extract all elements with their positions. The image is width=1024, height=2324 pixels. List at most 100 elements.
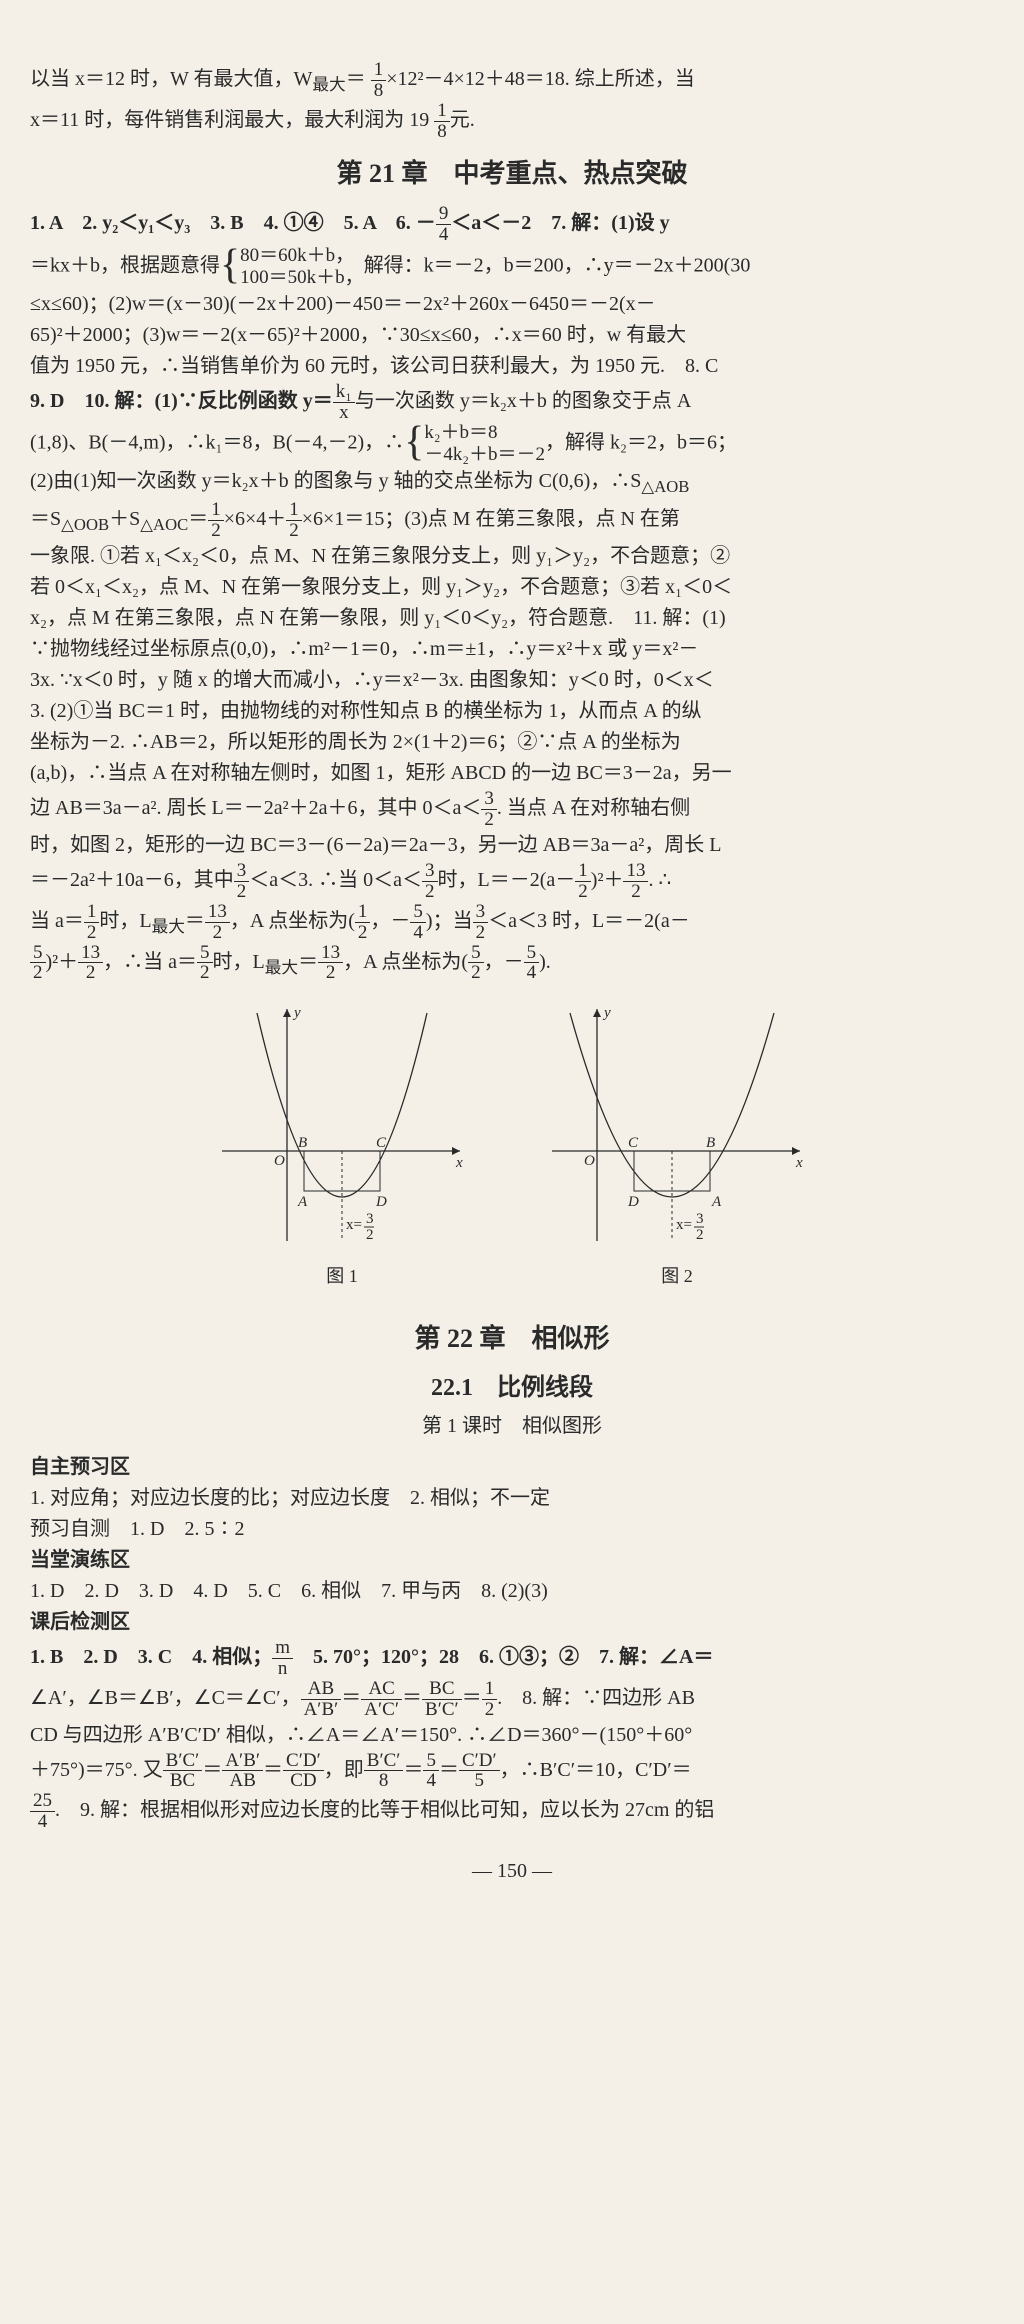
text-line: 值为 1950 元，∴当销售单价为 60 元时，该公司日获利最大，为 1950 … [30,351,994,382]
text: 与一次函数 y＝k₂x＋b 的图象交于点 A [355,390,691,412]
text: ，－ [484,951,524,973]
text: ，∴B′C′＝10，C′D′＝ [500,1759,692,1781]
fraction: 18 [434,101,450,142]
figure-2: O x y C B D A x= 3 2 图 2 [542,1001,812,1291]
text-line: 52)²＋132，∴当 a＝52时，L最大＝132，A 点坐标为(52，－54)… [30,943,994,984]
figure-1-caption: 图 1 [212,1263,472,1291]
text: 元. [450,109,475,131]
fraction: 12 [286,500,302,541]
text-line: CD 与四边形 A′B′C′D′ 相似，∴∠A＝∠A′＝150°. ∴∠D＝36… [30,1720,994,1751]
text: ＝ [185,910,205,932]
text: . 8. 解：∵四边形 AB​ [497,1687,695,1709]
fraction: ACA′C′ [361,1679,402,1720]
x-axis-label: x [455,1155,463,1171]
fraction: A′B′AB [222,1751,263,1792]
text-line: ＋75°)＝75°. 又B′C′BC＝A′B′AB＝C′D′CD，即B′C′8＝… [30,1751,994,1792]
text: ＋S [109,508,140,530]
text: ，A 点坐标为( [230,910,355,932]
svg-text:x=: x= [676,1217,692,1233]
text-line: 3. (2)①当 BC＝1 时，由抛物线的对称性知点 B 的横坐标为 1，从而点… [30,696,994,727]
svg-text:3: 3 [366,1211,374,1227]
fraction: 54 [524,943,540,984]
parabola-diagram-2: O x y C B D A x= 3 2 [542,1001,812,1251]
text: ＜a＜3 时，L＝－2(a－ [488,910,690,932]
svg-text:2: 2 [696,1227,704,1243]
text: 1. A 2. y₂＜y₁＜y₃ 3. B 4. ①④ 5. A 6. － [30,212,436,234]
text: (1,8)、B(－4,m)，∴k₁＝8，B(－4,－2)，∴ [30,432,404,454]
text: . 当点 A 在对称轴右侧 [497,797,690,819]
fraction: C′D′CD [283,1751,324,1792]
text: ，解得 k₂＝2，b＝6； [545,432,737,454]
text: ×12²－4×12＋48＝18. 综上所述，当 [386,68,695,90]
text-line: 9. D 10. 解：(1)∵反比例函数 y＝k₁x与一次函数 y＝k₂x＋b … [30,382,994,423]
text: )²＋ [591,869,624,891]
text: ＜a＜－2 7. 解：(1)设 y [451,212,669,234]
svg-text:2: 2 [366,1227,374,1243]
fraction: 94 [436,204,452,245]
text: ＝ [298,951,318,973]
point-c-label: C [376,1135,387,1151]
point-b-label: B [298,1135,307,1151]
text: ×6×1＝15；(3)点 M 在第三象限，点 N 在第 [302,508,680,530]
text: ＝ [403,1759,423,1781]
text: ，∴当 a＝ [103,951,197,973]
fraction: 54 [410,902,426,943]
fraction: 32 [481,789,497,830]
fraction: 12 [575,861,591,902]
fraction: 132 [205,902,230,943]
text-line: (1,8)、B(－4,m)，∴k₁＝8，B(－4,－2)，∴{k₂＋b＝8－4k… [30,422,994,466]
text: ＋75°)＝75°. 又 [30,1759,163,1781]
parabola-diagram-1: O x y B C A D x= 3 2 [212,1001,472,1251]
text: ，即 [324,1759,364,1781]
text-line: 预习自测 1. D 2. 5∶2 [30,1514,994,1545]
fraction: C′D′5 [459,1751,500,1792]
fraction: 12 [355,902,371,943]
text: ＝ [402,1687,422,1709]
subscript: 最大 [265,958,298,977]
fraction: 32 [422,861,438,902]
text: )²＋ [46,951,79,973]
point-d-label: D [627,1194,639,1210]
text-line: 时，如图 2，矩形的一边 BC＝3－(6－2a)＝2a－3，另一边 AB＝3a－… [30,830,994,861]
text-line: 1. B 2. D 3. C 4. 相似；mn 5. 70°；120°；28 6… [30,1638,994,1679]
text: (2)由(1)知一次函数 y＝k₂x＋b 的图象与 y 轴的交点坐标为 C(0,… [30,470,641,492]
point-b-label: B [706,1135,715,1151]
figure-1: O x y B C A D x= 3 2 图 1 [212,1001,472,1291]
text: ＝kx＋b，根据题意得 [30,254,220,276]
text: ＝－2a²＋10a－6，其中 [30,869,234,891]
text: ＝ [263,1759,283,1781]
subscript: 最大 [152,917,185,936]
text: ＝ [188,508,208,530]
equation-system: k₂＋b＝8－4k₂＋b＝－2 [424,422,545,466]
text: 边 AB＝3a－a². 周长 L＝－2a²＋2a＋6，其中 0＜a＜ [30,797,481,819]
fraction: k₁x [333,382,355,423]
text-line: 坐标为－2. ∴AB＝2，所以矩形的周长为 2×(1＋2)＝6；②∵点 A 的坐… [30,727,994,758]
text: ＝ [346,68,371,90]
fraction: ABA′B′ [301,1679,342,1720]
text-line: 边 AB＝3a－a². 周长 L＝－2a²＋2a＋6，其中 0＜a＜32. 当点… [30,789,994,830]
lesson-1-title: 第 1 课时 相似图形 [30,1411,994,1442]
point-d-label: D [375,1194,387,1210]
subscript: △AOC [140,515,188,534]
point-a-label: A [297,1194,308,1210]
fraction: 12 [208,500,224,541]
section-heading: 课后检测区 [30,1607,994,1638]
point-a-label: A [711,1194,722,1210]
text-line: 65)²＋2000；(3)w＝－2(x－65)²＋2000，∵30≤x≤60，∴… [30,320,994,351]
text-line: 1. D 2. D 3. D 4. D 5. C 6. 相似 7. 甲与丙 8.… [30,1576,994,1607]
section-heading: 自主预习区 [30,1452,994,1483]
x-axis-label: x [795,1155,803,1171]
text: ＝ [202,1759,222,1781]
chapter-22-title: 第 22 章 相似形 [30,1319,994,1359]
text: ∠A′，∠B＝∠B′，∠C＝∠C′， [30,1687,301,1709]
text: ＝S [30,508,61,530]
fraction: 52 [30,943,46,984]
equation-system: 80＝60k＋b，100＝50k＋b， [240,245,364,289]
text: 以当 x＝12 时，W 有最大值，W [30,68,312,90]
y-axis-label: y [602,1005,611,1021]
page: 以当 x＝12 时，W 有最大值，W最大＝ 18×12²－4×12＋48＝18.… [0,0,1024,1927]
svg-text:x=: x= [346,1217,362,1233]
chapter-21-title: 第 21 章 中考重点、热点突破 [30,154,994,194]
text: ＝ [341,1687,361,1709]
fraction: BCB′C′ [422,1679,462,1720]
